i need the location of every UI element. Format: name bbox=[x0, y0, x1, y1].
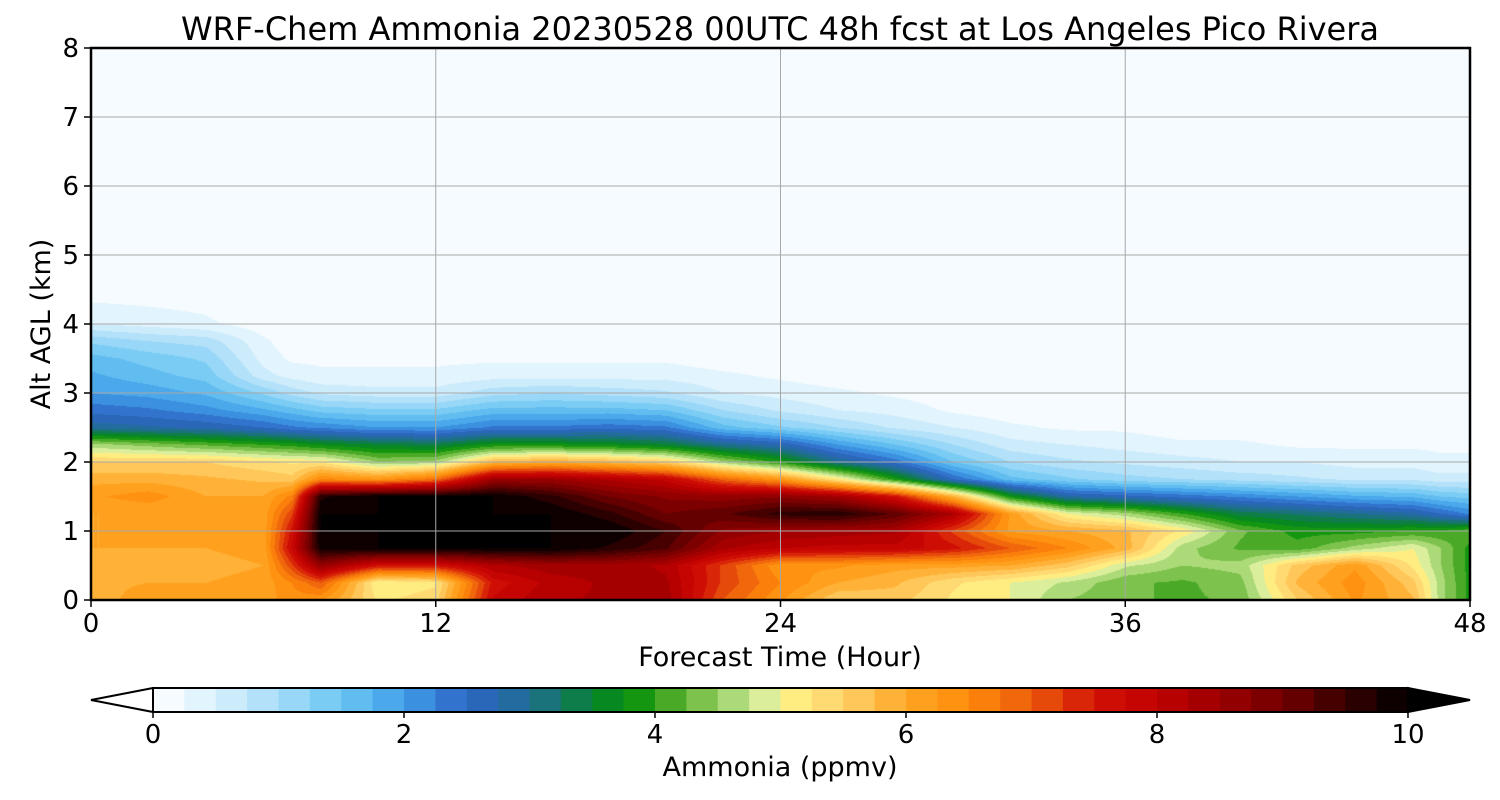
y-tick-label: 2 bbox=[62, 448, 79, 478]
grid-lines bbox=[91, 48, 1470, 600]
colorbar-bin bbox=[1000, 688, 1033, 712]
x-axis-label: Forecast Time (Hour) bbox=[638, 642, 922, 673]
colorbar-bin bbox=[153, 688, 185, 712]
colorbar-min-extend bbox=[90, 686, 154, 714]
y-axis-label: Alt AGL (km) bbox=[26, 239, 57, 410]
colorbar-bin bbox=[529, 688, 562, 712]
x-tick-label: 24 bbox=[764, 609, 797, 639]
colorbar-bin bbox=[1094, 688, 1127, 712]
colorbar-bin bbox=[1219, 688, 1252, 712]
colorbar-tick-label: 4 bbox=[647, 720, 664, 750]
colorbar-bin bbox=[1251, 688, 1284, 712]
chart-title: WRF-Chem Ammonia 20230528 00UTC 48h fcst… bbox=[181, 10, 1379, 48]
colorbar-bin bbox=[843, 688, 876, 712]
colorbar-bins bbox=[153, 688, 1409, 712]
colorbar-bin bbox=[1345, 688, 1378, 712]
x-tick-label: 48 bbox=[1453, 609, 1486, 639]
y-axis-ticks: 0 1 2 3 4 5 6 7 8 bbox=[62, 34, 91, 616]
colorbar-bin bbox=[811, 688, 844, 712]
x-axis-ticks: 0 12 24 36 48 bbox=[83, 600, 1487, 639]
x-tick-label: 36 bbox=[1109, 609, 1142, 639]
colorbar-bin bbox=[749, 688, 782, 712]
colorbar-tick-label: 10 bbox=[1391, 720, 1424, 750]
colorbar-bin bbox=[1313, 688, 1346, 712]
y-tick-label: 3 bbox=[62, 379, 79, 409]
colorbar-bin bbox=[717, 688, 750, 712]
colorbar-bin bbox=[1376, 688, 1409, 712]
colorbar-bin bbox=[874, 688, 907, 712]
colorbar-bin bbox=[466, 688, 499, 712]
y-tick-label: 0 bbox=[62, 586, 79, 616]
colorbar: 0 2 4 6 8 10 Ammonia (ppmv) bbox=[90, 686, 1471, 783]
colorbar-bin bbox=[215, 688, 248, 712]
colorbar-bin bbox=[184, 688, 217, 712]
x-tick-label: 12 bbox=[419, 609, 452, 639]
colorbar-tick-label: 2 bbox=[396, 720, 413, 750]
colorbar-bin bbox=[309, 688, 342, 712]
colorbar-bin bbox=[1157, 688, 1189, 712]
x-tick-label: 0 bbox=[83, 609, 100, 639]
y-tick-label: 4 bbox=[62, 310, 79, 340]
colorbar-bin bbox=[1125, 688, 1158, 712]
colorbar-bin bbox=[937, 688, 970, 712]
colorbar-bin bbox=[278, 688, 311, 712]
colorbar-bin bbox=[247, 688, 280, 712]
y-tick-label: 1 bbox=[62, 517, 79, 547]
colorbar-max-extend bbox=[1407, 686, 1471, 714]
colorbar-tick-label: 8 bbox=[1149, 720, 1166, 750]
colorbar-bin bbox=[686, 688, 719, 712]
colorbar-label: Ammonia (ppmv) bbox=[663, 752, 898, 783]
colorbar-bin bbox=[435, 688, 468, 712]
colorbar-bin bbox=[498, 688, 531, 712]
colorbar-bin bbox=[1031, 688, 1064, 712]
colorbar-bin bbox=[780, 688, 813, 712]
colorbar-bin bbox=[968, 688, 1001, 712]
colorbar-tick-label: 0 bbox=[145, 720, 162, 750]
colorbar-bin bbox=[404, 688, 436, 712]
colorbar-bin bbox=[906, 688, 938, 712]
colorbar-bin bbox=[1062, 688, 1095, 712]
colorbar-bin bbox=[372, 688, 405, 712]
colorbar-tick-label: 6 bbox=[898, 720, 915, 750]
y-tick-label: 7 bbox=[62, 103, 79, 133]
colorbar-bin bbox=[592, 688, 625, 712]
colorbar-frame bbox=[152, 687, 1409, 713]
y-tick-label: 8 bbox=[62, 34, 79, 64]
colorbar-bin bbox=[1282, 688, 1315, 712]
colorbar-ticks: 0 2 4 6 8 10 bbox=[145, 712, 1425, 750]
colorbar-bin bbox=[341, 688, 374, 712]
y-tick-label: 5 bbox=[62, 241, 79, 271]
colorbar-bin bbox=[1188, 688, 1221, 712]
colorbar-bin bbox=[623, 688, 656, 712]
colorbar-bin bbox=[560, 688, 593, 712]
y-tick-label: 6 bbox=[62, 172, 79, 202]
colorbar-bin bbox=[655, 688, 687, 712]
